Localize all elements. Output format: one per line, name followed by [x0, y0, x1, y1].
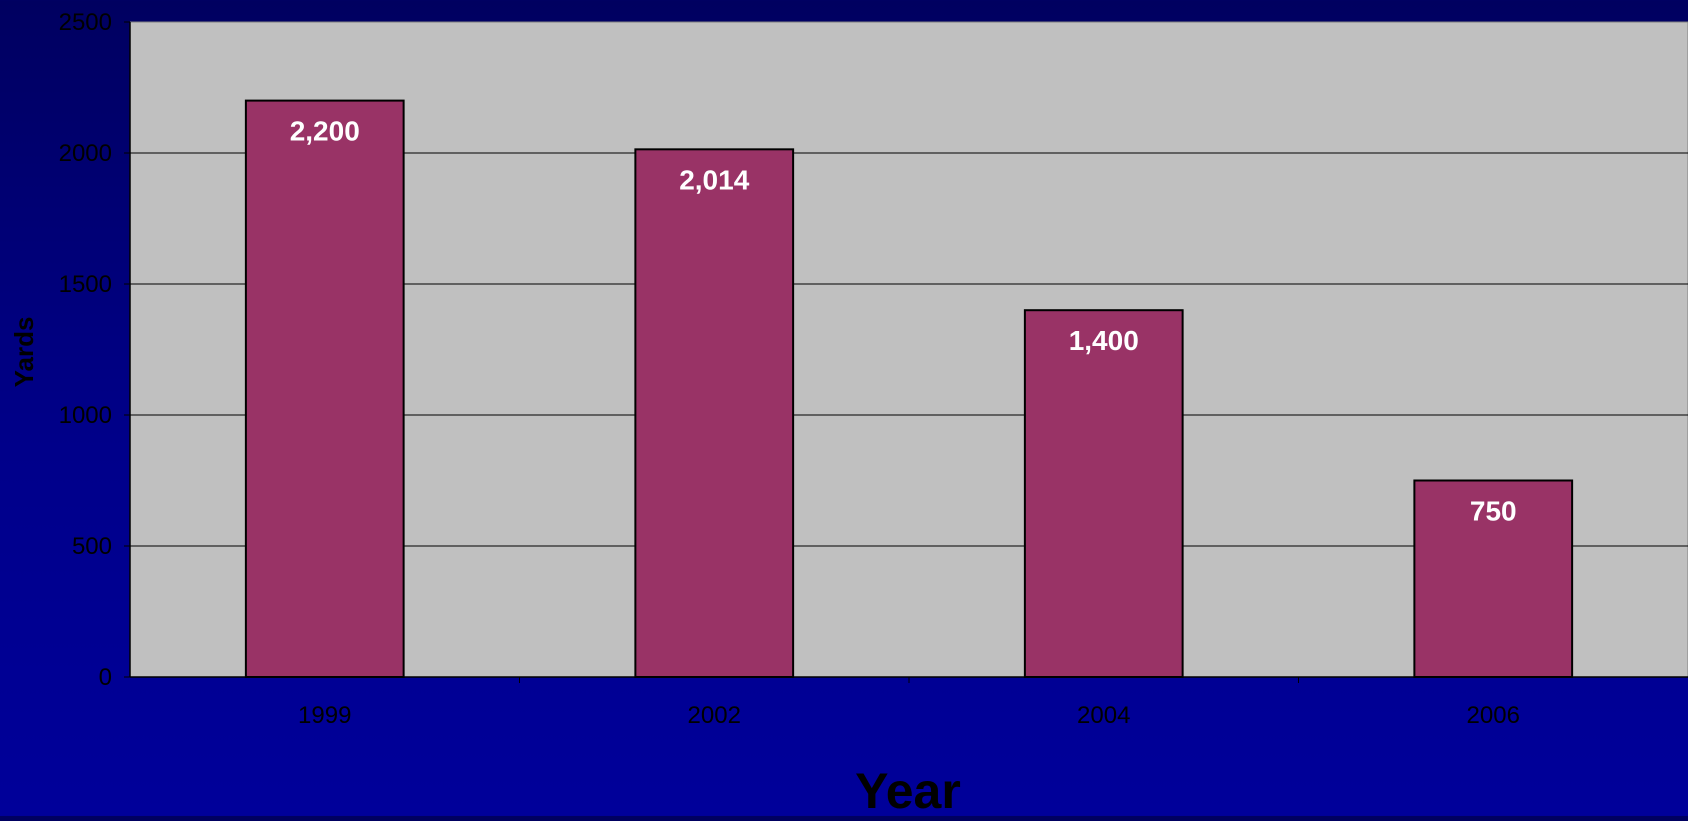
y-tick-label: 1000 — [59, 402, 112, 429]
bar — [1413, 479, 1574, 678]
data-label: 2,014 — [679, 164, 749, 195]
x-tick-label: 2002 — [688, 702, 741, 729]
data-label: 2,200 — [290, 116, 360, 147]
y-tick-label: 1500 — [59, 271, 112, 298]
y-axis-title: Yards — [9, 317, 39, 388]
x-tick-label: 1999 — [298, 702, 351, 729]
x-tick-label: 2004 — [1077, 702, 1130, 729]
y-tick-label: 0 — [99, 664, 112, 691]
x-tick-label: 2006 — [1467, 702, 1520, 729]
x-axis-title: Year — [855, 763, 961, 816]
data-label: 750 — [1470, 496, 1517, 527]
y-tick-label: 2500 — [59, 9, 112, 36]
y-tick-label: 500 — [72, 533, 112, 560]
axes: 0 500 1000 1500 2000 2500 — [59, 9, 1688, 691]
bar — [244, 99, 405, 679]
bar — [1023, 309, 1184, 678]
y-tick-label: 2000 — [59, 140, 112, 167]
bars — [244, 99, 1574, 679]
labels: 2,200 1999 2,014 2002 1,400 2004 750 2006 — [290, 116, 1520, 729]
data-label: 1,400 — [1069, 325, 1139, 356]
bar — [634, 148, 795, 679]
